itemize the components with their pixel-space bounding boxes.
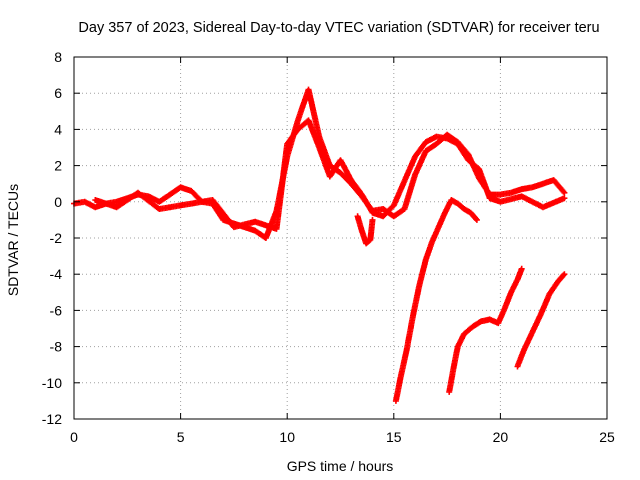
y-axis-label: SDTVAR / TECUs xyxy=(5,184,21,296)
y-tick-label: -2 xyxy=(50,230,63,246)
data-point xyxy=(518,265,525,272)
x-tick-label: 0 xyxy=(70,429,78,445)
x-tick-label: 10 xyxy=(279,429,295,445)
data-point xyxy=(369,216,376,223)
data-point xyxy=(560,272,567,279)
x-tick-label: 25 xyxy=(599,429,615,445)
y-tick-label: -12 xyxy=(42,411,62,427)
x-axis-label: GPS time / hours xyxy=(287,458,394,474)
tick-layer: 0 5 10 15 20 25 -12 -10 -8 -6 -4 -2 0 2 4 6 8 xyxy=(42,49,615,445)
x-tick-label: 15 xyxy=(386,429,402,445)
data-point xyxy=(561,195,568,202)
data-point xyxy=(473,216,480,223)
data-point xyxy=(561,189,568,196)
y-tick-label: 8 xyxy=(54,49,62,65)
y-tick-label: -10 xyxy=(42,375,62,391)
y-tick-label: 2 xyxy=(54,158,62,174)
y-tick-label: -4 xyxy=(50,266,63,282)
x-tick-label: 20 xyxy=(493,429,509,445)
chart-title: Day 357 of 2023, Sidereal Day-to-day VTE… xyxy=(78,20,599,36)
series-arc-rise-21h xyxy=(514,271,568,370)
series-arc-main-band-upper xyxy=(92,117,568,232)
y-tick-label: -8 xyxy=(50,339,63,355)
series-arc-rise-17_5h xyxy=(446,265,525,395)
data-point xyxy=(473,215,479,222)
data-layer xyxy=(71,86,568,404)
y-tick-label: 4 xyxy=(54,121,62,137)
y-tick-label: 6 xyxy=(54,85,62,101)
y-tick-label: -6 xyxy=(50,302,63,318)
series-arc-rise-15h xyxy=(392,197,480,404)
series-arc-dip-14h xyxy=(354,213,376,247)
x-tick-label: 5 xyxy=(177,429,185,445)
data-point xyxy=(561,271,568,278)
y-tick-label: 0 xyxy=(54,194,62,210)
